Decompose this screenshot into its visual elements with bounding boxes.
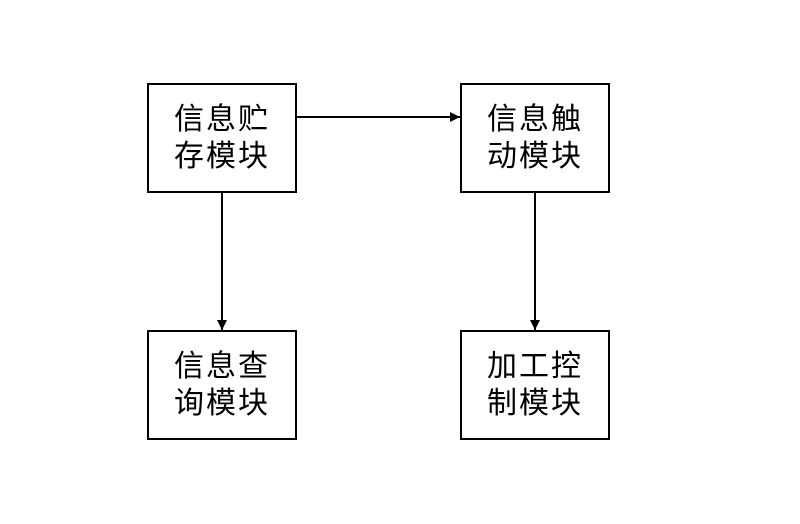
node-text-line: 加工控 — [487, 348, 583, 386]
node-text-line: 制模块 — [487, 385, 583, 423]
node-info-trigger: 信息触 动模块 — [460, 83, 610, 193]
node-text-line: 动模块 — [487, 138, 583, 176]
edges-layer — [0, 0, 800, 524]
diagram-canvas: 信息贮 存模块 信息触 动模块 信息查 询模块 加工控 制模块 — [0, 0, 800, 524]
node-process-control: 加工控 制模块 — [460, 330, 610, 440]
node-info-storage: 信息贮 存模块 — [147, 83, 297, 193]
node-info-query: 信息查 询模块 — [147, 330, 297, 440]
node-text-line: 信息触 — [487, 101, 583, 139]
node-text-line: 询模块 — [174, 385, 270, 423]
node-text-line: 信息查 — [174, 348, 270, 386]
node-text-line: 存模块 — [174, 138, 270, 176]
node-text-line: 信息贮 — [174, 101, 270, 139]
